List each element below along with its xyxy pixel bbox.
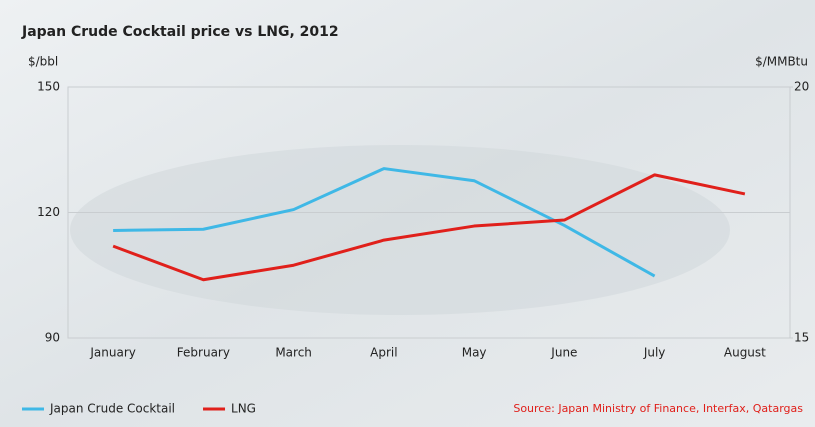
y-tick-label: 120 xyxy=(37,205,60,219)
y-axis-label: $/bbl xyxy=(28,55,58,69)
x-tick-label: April xyxy=(370,346,397,360)
y-tick-label: 90 xyxy=(45,331,60,345)
x-tick-label: May xyxy=(462,346,487,360)
y2-tick-label: 15 xyxy=(794,331,809,345)
x-tick-label: July xyxy=(643,346,666,360)
x-tick-label: June xyxy=(550,346,577,360)
x-tick-label: January xyxy=(89,346,136,360)
x-tick-label: February xyxy=(177,346,230,360)
source-note: Source: Japan Ministry of Finance, Inter… xyxy=(513,402,803,415)
x-tick-label: August xyxy=(724,346,766,360)
chart: Japan Crude Cocktail price vs LNG, 2012 … xyxy=(0,0,815,427)
chart-title: Japan Crude Cocktail price vs LNG, 2012 xyxy=(21,24,339,40)
legend-label: Japan Crude Cocktail xyxy=(49,402,175,416)
y2-tick-label: 20 xyxy=(794,80,809,94)
legend-label: LNG xyxy=(231,402,256,416)
y2-axis-label: $/MMBtu xyxy=(755,55,808,69)
x-tick-label: March xyxy=(275,346,312,360)
y-tick-label: 150 xyxy=(37,80,60,94)
